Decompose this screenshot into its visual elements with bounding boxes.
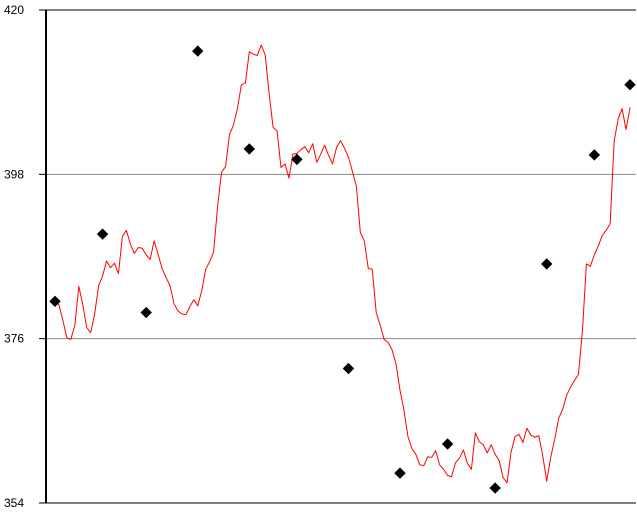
diamond-marker [342, 362, 355, 375]
diamond-marker [96, 228, 109, 240]
diamond-marker [192, 45, 204, 57]
axis-layer [39, 9, 636, 504]
diamond-marker [49, 295, 61, 308]
diamond-marker [624, 78, 636, 91]
y-tick-label: 420 [4, 3, 24, 17]
marker-layer [49, 45, 636, 494]
y-tick-label: 354 [4, 496, 24, 510]
y-tick-label: 376 [4, 332, 24, 346]
diamond-marker [588, 149, 601, 161]
diamond-marker [489, 482, 501, 494]
y-tick-label: 398 [4, 167, 24, 181]
label-layer: 420 398 376 354 [4, 3, 24, 510]
diamond-marker [441, 438, 454, 450]
diamond-marker [541, 258, 553, 270]
grid-layer [46, 173, 636, 340]
series-layer [54, 44, 631, 484]
diamond-marker [243, 143, 256, 155]
diamond-marker [291, 153, 303, 166]
price-line [54, 44, 631, 484]
diamond-marker [394, 467, 406, 479]
diamond-marker [140, 306, 152, 319]
